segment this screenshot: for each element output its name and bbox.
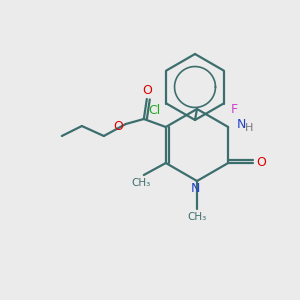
Text: CH₃: CH₃ (188, 212, 207, 222)
Text: O: O (113, 119, 123, 133)
Text: O: O (142, 83, 152, 97)
Text: N: N (236, 118, 246, 130)
Text: CH₃: CH₃ (131, 178, 150, 188)
Text: F: F (230, 103, 238, 116)
Text: Cl: Cl (148, 104, 160, 117)
Text: O: O (256, 157, 266, 169)
Text: N: N (190, 182, 200, 196)
Text: H: H (245, 123, 254, 133)
